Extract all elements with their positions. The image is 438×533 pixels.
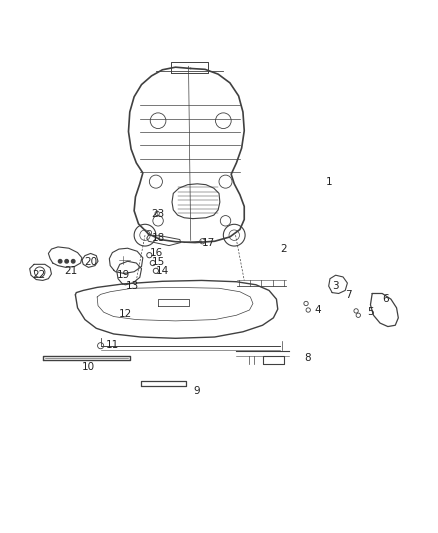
Text: 21: 21 <box>64 266 78 276</box>
Text: 15: 15 <box>152 257 165 267</box>
Circle shape <box>65 260 68 263</box>
Text: 14: 14 <box>156 266 169 276</box>
Text: 9: 9 <box>193 385 200 395</box>
Text: 13: 13 <box>125 281 139 291</box>
Text: 5: 5 <box>367 307 374 317</box>
Text: 1: 1 <box>325 176 332 187</box>
Text: 4: 4 <box>315 305 321 315</box>
Text: 19: 19 <box>117 270 130 280</box>
Text: 18: 18 <box>152 233 165 243</box>
Circle shape <box>71 260 75 263</box>
Text: 16: 16 <box>149 248 162 259</box>
Text: 10: 10 <box>82 361 95 372</box>
Text: 20: 20 <box>84 257 97 267</box>
Text: 22: 22 <box>32 270 45 280</box>
Text: 3: 3 <box>332 281 339 291</box>
Text: 11: 11 <box>106 340 119 350</box>
Text: 17: 17 <box>201 238 215 247</box>
Circle shape <box>58 260 62 263</box>
Text: 23: 23 <box>152 209 165 219</box>
Text: 2: 2 <box>280 244 286 254</box>
Text: 7: 7 <box>345 290 352 300</box>
Text: 6: 6 <box>382 294 389 304</box>
Text: 12: 12 <box>119 309 132 319</box>
Text: 8: 8 <box>304 353 311 363</box>
